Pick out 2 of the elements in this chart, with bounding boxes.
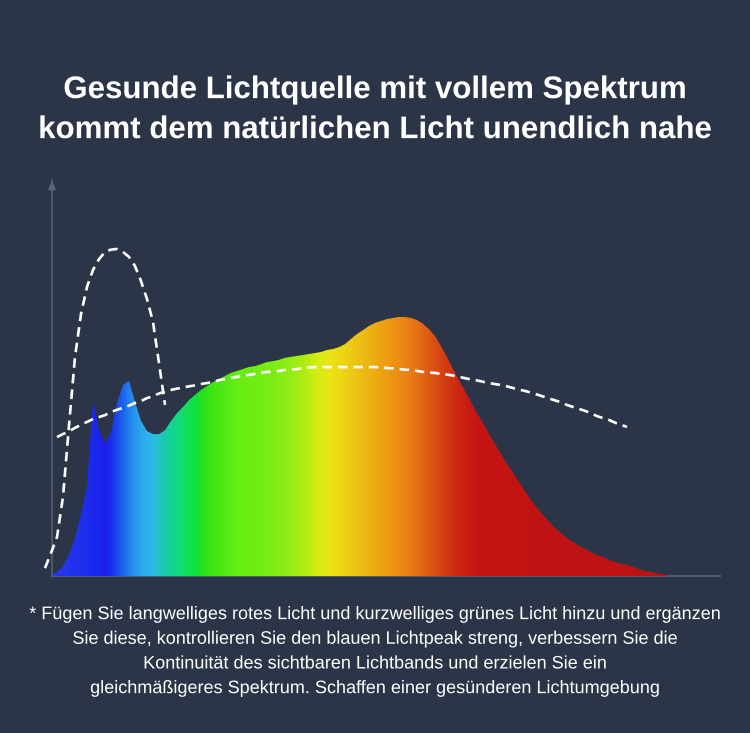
text: * Fügen Sie langwelliges rotes Licht und kurzwelliges grünes Licht hinzu und ergänzen Sie diese, kontrollieren Sie den blauen Lichtpeak streng, verbessern Sie die Kontinuität des sichtbaren Lichtbands und erzielen Sie ein gleichmäßigeres Spektrum. Schaffen einer gesünderen Lichtumgebung [30,606,720,697]
chart-title: Gesunde Lichtquelle mit vollem Spektrum kommt dem natürlichen Licht unendlich nahe [40,75,711,138]
